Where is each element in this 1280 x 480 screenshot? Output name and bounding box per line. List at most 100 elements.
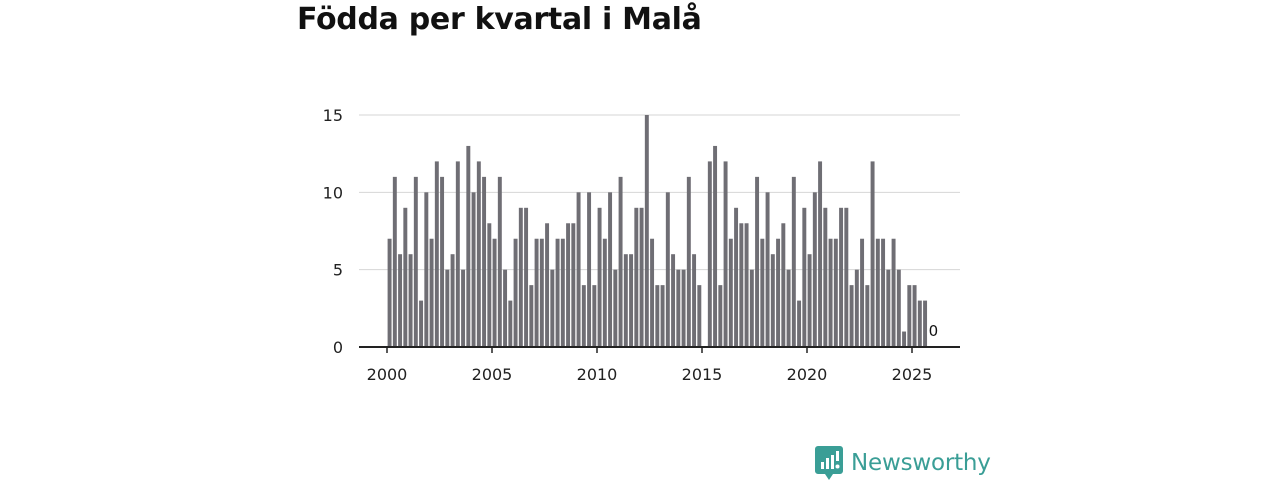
bar xyxy=(434,161,439,347)
bar xyxy=(818,161,823,347)
bar xyxy=(865,285,870,347)
x-tick-label: 2025 xyxy=(892,365,933,384)
bar xyxy=(534,238,539,347)
bar xyxy=(896,269,901,347)
bar xyxy=(676,269,681,347)
bar xyxy=(455,161,460,347)
bar xyxy=(450,254,455,347)
bar xyxy=(812,192,817,347)
bar xyxy=(807,254,812,347)
bar xyxy=(644,115,649,347)
bar xyxy=(513,238,518,347)
bar xyxy=(492,238,497,347)
bar xyxy=(566,223,571,347)
bar xyxy=(634,207,639,347)
y-tick-label: 15 xyxy=(323,106,343,125)
bar xyxy=(802,207,807,347)
bar xyxy=(760,238,765,347)
bar xyxy=(797,300,802,347)
bar xyxy=(765,192,770,347)
bar xyxy=(881,238,886,347)
bar xyxy=(860,238,865,347)
bar xyxy=(870,161,875,347)
bar xyxy=(718,285,723,347)
bar xyxy=(744,223,749,347)
bar xyxy=(786,269,791,347)
bar xyxy=(823,207,828,347)
bar xyxy=(471,192,476,347)
bar xyxy=(692,254,697,347)
bar xyxy=(587,192,592,347)
bar xyxy=(875,238,880,347)
bar xyxy=(387,238,392,347)
bar xyxy=(734,207,739,347)
bar xyxy=(917,300,922,347)
newsworthy-icon xyxy=(815,446,843,480)
bar xyxy=(403,207,408,347)
bar xyxy=(639,207,644,347)
bar xyxy=(529,285,534,347)
bar xyxy=(592,285,597,347)
newsworthy-logo[interactable]: Newsworthy xyxy=(815,446,991,480)
bar xyxy=(912,285,917,347)
bar xyxy=(697,285,702,347)
bar xyxy=(844,207,849,347)
bar xyxy=(571,223,576,347)
bar xyxy=(440,176,445,347)
bar xyxy=(581,285,586,347)
bar xyxy=(650,238,655,347)
bars xyxy=(387,115,928,347)
x-tick-labels: 2000 2005 2010 2015 2020 2025 xyxy=(367,365,933,384)
bar xyxy=(392,176,397,347)
bar xyxy=(503,269,508,347)
bar xyxy=(545,223,550,347)
bar xyxy=(891,238,896,347)
axes xyxy=(359,346,960,353)
x-tick-label: 2005 xyxy=(472,365,513,384)
bar xyxy=(524,207,529,347)
bar xyxy=(923,300,928,347)
bar xyxy=(576,192,581,347)
bar xyxy=(686,176,691,347)
bar xyxy=(476,161,481,347)
bar xyxy=(623,254,628,347)
bar xyxy=(602,238,607,347)
bar xyxy=(681,269,686,347)
bar xyxy=(487,223,492,347)
bar xyxy=(902,331,907,347)
bar xyxy=(728,238,733,347)
annotations: 0 xyxy=(927,322,940,340)
bar xyxy=(833,238,838,347)
bar xyxy=(608,192,613,347)
data-label: 0 xyxy=(929,322,939,340)
bar xyxy=(518,207,523,347)
bar xyxy=(419,300,424,347)
bar xyxy=(555,238,560,347)
bar xyxy=(508,300,513,347)
bar xyxy=(907,285,912,347)
bar xyxy=(550,269,555,347)
bar xyxy=(497,176,502,347)
bar xyxy=(665,192,670,347)
y-tick-label: 10 xyxy=(323,183,343,202)
x-tick-label: 2000 xyxy=(367,365,408,384)
bar xyxy=(776,238,781,347)
bar xyxy=(466,145,471,347)
brand-name: Newsworthy xyxy=(851,450,991,476)
bar xyxy=(770,254,775,347)
bar xyxy=(791,176,796,347)
bar xyxy=(739,223,744,347)
bar xyxy=(597,207,602,347)
bar xyxy=(618,176,623,347)
bar xyxy=(424,192,429,347)
bar xyxy=(723,161,728,347)
bar xyxy=(408,254,413,347)
bar xyxy=(461,269,466,347)
y-tick-label: 5 xyxy=(333,261,343,280)
bar xyxy=(849,285,854,347)
bar xyxy=(629,254,634,347)
bar xyxy=(755,176,760,347)
y-tick-labels: 0 5 10 15 xyxy=(323,106,343,357)
bar xyxy=(613,269,618,347)
